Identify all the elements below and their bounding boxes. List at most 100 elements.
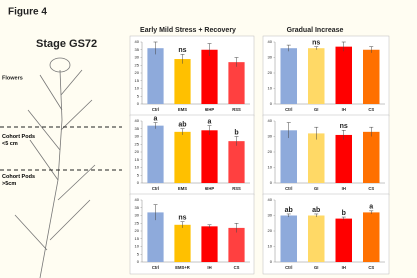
- bar: [228, 141, 244, 183]
- x-tick-label: 6IHP: [205, 186, 215, 191]
- y-tick-label: 40: [135, 39, 140, 44]
- significance-letter: ab: [312, 207, 320, 214]
- x-tick-label: Ctrl: [285, 186, 292, 191]
- x-tick-label: CS: [368, 265, 374, 270]
- y-tick-label: 30: [135, 213, 140, 218]
- y-tick-label: 25: [135, 141, 140, 146]
- figure: Figure 4 Stage GS72 Flowers Cohort Pods …: [0, 0, 417, 278]
- bar: [147, 126, 163, 183]
- y-tick-label: 10: [135, 86, 140, 91]
- bar: [363, 132, 380, 183]
- x-tick-label: IH: [342, 186, 346, 191]
- column-title: Early Mild Stress + Recovery: [140, 27, 236, 34]
- significance-letter: a: [208, 118, 212, 125]
- bar: [201, 130, 217, 183]
- y-tick-label: 35: [135, 47, 140, 52]
- bar: [308, 133, 325, 183]
- bar: [201, 226, 217, 262]
- bar: [281, 48, 298, 104]
- row-label: Cohort Pods <5 cm: [2, 134, 42, 154]
- bar: [336, 219, 353, 262]
- x-tick-label: CS: [234, 265, 240, 270]
- x-tick-label: RSS: [232, 186, 241, 191]
- y-tick-label: 20: [135, 149, 140, 154]
- y-tick-label: 40: [135, 118, 140, 123]
- column-title: Gradual Increase: [287, 27, 344, 34]
- significance-letter: a: [369, 204, 373, 211]
- x-tick-label: IH: [207, 265, 211, 270]
- y-tick-label: 15: [135, 78, 140, 83]
- y-tick-label: 20: [268, 228, 273, 233]
- y-tick-label: 40: [268, 118, 273, 123]
- bar: [174, 132, 190, 183]
- y-tick-label: 25: [135, 62, 140, 67]
- bar: [281, 130, 298, 183]
- y-tick-label: 40: [268, 197, 273, 202]
- x-tick-label: EMS: [178, 107, 187, 112]
- x-tick-label: Ctrl: [152, 186, 159, 191]
- bar: [363, 212, 380, 262]
- bar: [308, 216, 325, 263]
- significance-letter: b: [234, 129, 238, 136]
- significance-letter: ns: [178, 215, 186, 222]
- x-tick-label: Ctrl: [152, 265, 159, 270]
- row-label: Cohort Pods >5cm: [2, 174, 42, 194]
- x-tick-label: EMS: [178, 186, 187, 191]
- significance-letter: ns: [178, 47, 186, 54]
- figure-label: Figure 4: [8, 7, 47, 18]
- x-tick-label: IH: [342, 107, 346, 112]
- y-tick-label: 30: [268, 213, 273, 218]
- bar: [363, 50, 380, 104]
- bar: [174, 59, 190, 104]
- y-tick-label: 40: [268, 39, 273, 44]
- bar: [336, 47, 353, 104]
- bar: [336, 135, 353, 183]
- bar: [308, 48, 325, 104]
- bar: [147, 48, 163, 104]
- significance-letter: b: [342, 210, 346, 217]
- y-tick-label: 15: [135, 157, 140, 162]
- x-tick-label: RSS: [232, 107, 241, 112]
- bar: [228, 62, 244, 104]
- y-tick-label: 10: [268, 86, 273, 91]
- x-tick-label: Ctrl: [285, 107, 292, 112]
- x-tick-label: GI: [314, 186, 318, 191]
- y-tick-label: 15: [135, 236, 140, 241]
- row-label-text: Cohort Pods <5 cm: [2, 134, 42, 148]
- y-tick-label: 20: [135, 228, 140, 233]
- y-tick-label: 30: [135, 55, 140, 60]
- y-tick-label: 10: [135, 244, 140, 249]
- significance-letter: ab: [178, 122, 186, 129]
- row-label: Flowers: [2, 75, 23, 81]
- y-tick-label: 40: [135, 197, 140, 202]
- x-tick-label: CS: [368, 107, 374, 112]
- y-tick-label: 30: [135, 134, 140, 139]
- y-tick-label: 20: [268, 70, 273, 75]
- significance-letter: a: [154, 115, 158, 122]
- x-tick-label: EMS+R: [175, 265, 190, 270]
- row-label-text: Cohort Pods >5cm: [2, 174, 42, 188]
- significance-letter: ns: [340, 123, 348, 130]
- x-tick-label: IH: [342, 265, 346, 270]
- y-tick-label: 20: [268, 149, 273, 154]
- significance-letter: ns: [312, 39, 320, 46]
- bar: [201, 50, 217, 104]
- x-tick-label: GI: [314, 107, 318, 112]
- x-tick-label: 6IHP: [205, 107, 215, 112]
- y-tick-label: 25: [135, 220, 140, 225]
- stage-label: Stage GS72: [36, 38, 97, 50]
- y-tick-label: 30: [268, 134, 273, 139]
- x-tick-label: CS: [368, 186, 374, 191]
- bar: [174, 225, 190, 262]
- x-tick-label: GI: [314, 265, 318, 270]
- y-tick-label: 35: [135, 126, 140, 131]
- bar: [281, 216, 298, 263]
- x-tick-label: Ctrl: [152, 107, 159, 112]
- y-tick-label: 10: [135, 165, 140, 170]
- y-tick-label: 20: [135, 70, 140, 75]
- y-tick-label: 10: [268, 244, 273, 249]
- x-tick-label: Ctrl: [285, 265, 292, 270]
- y-tick-label: 10: [268, 165, 273, 170]
- significance-letter: ab: [285, 207, 293, 214]
- y-tick-label: 35: [135, 205, 140, 210]
